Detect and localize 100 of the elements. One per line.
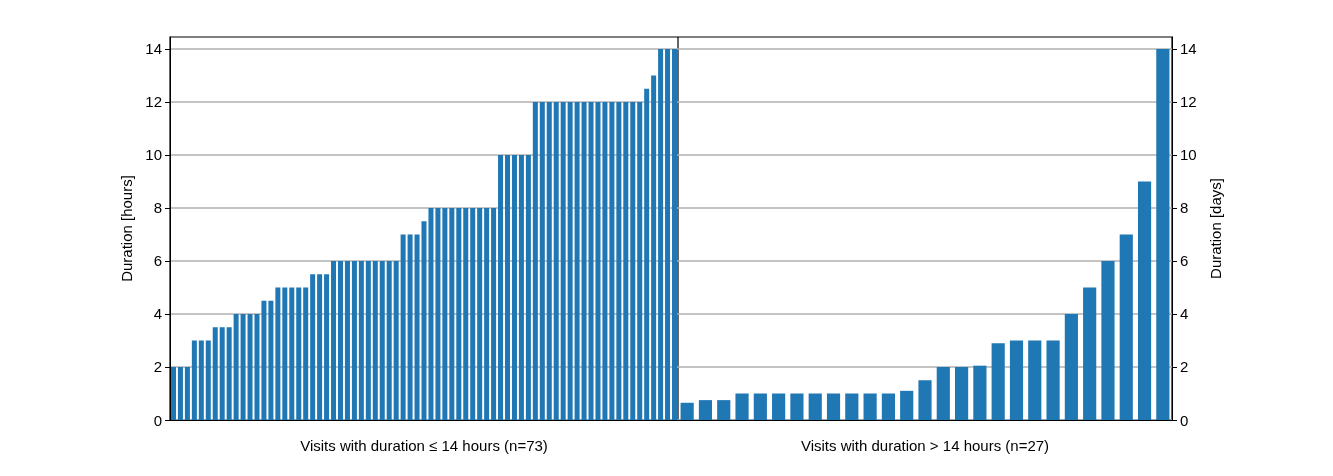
bar [518,154,524,420]
bar [735,393,749,420]
bar [240,313,246,420]
bar [1156,48,1170,420]
bar [1009,340,1024,420]
y-tick-label: 4 [1180,305,1189,323]
bar [772,393,786,420]
y-axis-title: Duration [days] [1206,178,1224,279]
bar [449,207,455,420]
bar [665,48,671,420]
bar [525,154,531,420]
bar [275,287,281,420]
bar [609,101,615,420]
bar [400,234,406,420]
bar [753,393,767,420]
x-axis-title: Visits with duration ≤ 14 hours (n=73) [300,437,548,454]
bar [296,287,302,420]
bar [602,101,608,420]
bar [303,287,309,420]
bar [574,101,580,420]
bar [442,207,448,420]
bar [393,260,399,420]
y-tick-label: 12 [145,93,162,111]
bar [680,402,694,420]
y-tick-label: 2 [153,358,162,376]
bar [1046,340,1060,420]
bar [651,75,657,420]
y-tick-label: 14 [145,40,162,58]
bar [233,313,239,420]
y-tick-label: 0 [1180,411,1189,429]
bar [219,327,225,420]
y-tick-label: 6 [153,252,162,270]
bar [324,274,330,420]
bar [198,340,204,420]
bar [310,274,316,420]
bar [936,366,950,420]
bar [282,287,288,420]
bar [205,340,211,420]
bar [337,260,343,420]
bar [546,101,552,420]
bar [973,365,987,420]
bar [484,207,490,420]
bar [581,101,587,420]
bar [289,287,295,420]
bar [268,300,274,420]
y-tick-label: 4 [153,305,162,323]
x-axis-title: Visits with duration > 14 hours (n=27) [800,437,1050,454]
bar [177,366,183,420]
bar [918,380,932,420]
bar [790,393,804,420]
bar [1028,340,1042,420]
bar [808,393,822,420]
bar [317,274,323,420]
y-tick-label: 8 [1180,199,1189,217]
bar [331,260,337,420]
bar [845,393,859,420]
bar [567,101,573,420]
bar [184,366,190,420]
y-tick-label: 2 [1180,358,1189,376]
bar [511,154,517,420]
bar [477,207,483,420]
bar [226,327,232,420]
bar [344,260,350,420]
bar [658,48,664,420]
bar [900,390,914,420]
bar [470,207,476,420]
bar [1064,313,1078,420]
bar [358,260,364,420]
y-axis-title: Duration [hours] [118,175,136,282]
bar [991,343,1005,420]
bar [553,101,559,420]
y-tick-label: 12 [1180,93,1197,111]
y-tick-label: 0 [153,411,162,429]
bar [616,101,622,420]
bar [170,366,176,420]
bar [261,300,267,420]
bar [372,260,378,420]
bar [955,366,969,420]
bar [644,88,650,420]
y-tick-label: 10 [1180,146,1197,164]
bar [456,207,462,420]
bar [717,400,731,420]
bar [491,207,497,420]
bar [672,48,678,420]
bar [881,393,895,420]
bar [407,234,413,420]
bar [191,340,197,420]
bar [1119,234,1133,420]
bar [637,101,643,420]
bar [623,101,629,420]
bar [379,260,385,420]
bar [560,101,566,420]
bar [698,400,713,420]
bar [505,154,511,420]
y-tick-label: 14 [1180,40,1197,58]
bar [630,101,636,420]
bar [351,260,357,420]
y-tick-label: 10 [145,146,162,164]
bar [386,260,392,420]
bar [863,393,877,420]
